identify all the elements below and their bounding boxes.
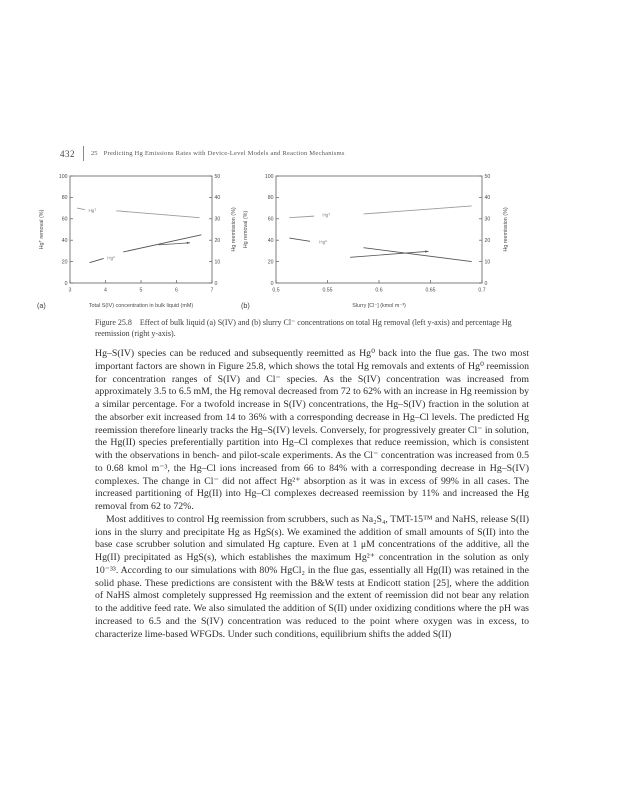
svg-text:80: 80 — [62, 195, 68, 201]
body-paragraph-2: Most additives to control Hg reemission … — [95, 513, 529, 640]
figure-caption-text: Effect of bulk liquid (a) S(IV) and (b) … — [95, 318, 512, 338]
svg-text:20: 20 — [215, 238, 221, 244]
svg-text:10: 10 — [215, 259, 221, 265]
y-axis-left-title: Hgᵀ removal (%) — [39, 209, 45, 249]
panel-label: (a) — [37, 301, 46, 310]
svg-text:10: 10 — [485, 259, 491, 265]
svg-text:7: 7 — [211, 288, 214, 294]
plot-frame — [69, 175, 213, 284]
page-number: 432 — [60, 148, 75, 159]
svg-text:20: 20 — [62, 259, 68, 265]
chart-panel-b: 0.5 0.55 0.6 0.65 0.7 0 20 40 60 80 100 0 10 20 30 40 50… — [240, 168, 512, 323]
y-axis-right-title: Hg reemission (%) — [231, 207, 237, 252]
y-axis-left-title: Hg removal (%) — [243, 211, 249, 249]
svg-text:100: 100 — [59, 174, 68, 180]
svg-text:60: 60 — [268, 217, 274, 223]
y-axis-left: 0 20 40 60 80 100 — [59, 174, 73, 287]
svg-text:100: 100 — [265, 174, 274, 180]
annotation-arrow — [158, 241, 191, 246]
figure-caption: Figure 25.8 Effect of bulk liquid (a) S(I… — [95, 318, 529, 339]
x-axis-title: Slurry [Cl⁻] (kmol m⁻³) — [352, 303, 406, 309]
chapter-title: Predicting Hg Emissions Rates with Devic… — [103, 150, 345, 157]
svg-text:0: 0 — [215, 281, 218, 287]
x-axis-title: Total S(IV) concentration in bulk liquid… — [89, 303, 193, 309]
series-label: Hgᵀ — [322, 213, 330, 218]
series-label: Hgᵀ — [88, 208, 96, 213]
svg-text:20: 20 — [485, 238, 491, 244]
svg-text:40: 40 — [62, 238, 68, 244]
svg-text:40: 40 — [268, 238, 274, 244]
svg-text:60: 60 — [62, 217, 68, 223]
svg-text:30: 30 — [215, 217, 221, 223]
svg-text:0: 0 — [65, 281, 68, 287]
header-divider — [83, 146, 84, 161]
x-axis: 3 4 5 6 7 — [69, 280, 214, 294]
svg-text:80: 80 — [268, 195, 274, 201]
body-paragraph-1: Hg–S(IV) species can be reduced and subs… — [95, 348, 529, 512]
svg-text:50: 50 — [215, 174, 221, 180]
svg-text:6: 6 — [175, 288, 178, 294]
chart-svg: 0.5 0.55 0.6 0.65 0.702040608010001020304050… — [241, 174, 509, 310]
svg-text:40: 40 — [215, 195, 221, 201]
series-total-Hg-removal: Hgᵀ — [289, 205, 472, 219]
svg-text:0.5: 0.5 — [272, 288, 279, 294]
y-axis-right: 0 10 20 30 40 50 — [209, 174, 220, 287]
svg-text:0.55: 0.55 — [322, 288, 332, 294]
svg-text:0: 0 — [485, 281, 488, 287]
series-label: Hg⁰ — [319, 239, 327, 244]
svg-text:30: 30 — [485, 217, 491, 223]
chapter-number: 25 — [91, 150, 98, 157]
figure-caption-label: Figure 25.8 — [95, 318, 132, 327]
svg-text:0: 0 — [271, 281, 274, 287]
svg-text:0.6: 0.6 — [375, 288, 382, 294]
body-text: Hg–S(IV) species can be reduced and subs… — [95, 348, 529, 641]
svg-text:40: 40 — [485, 195, 491, 201]
y-axis-left: 0 20 40 60 80 100 — [265, 174, 279, 287]
running-header: 432 25 Predicting Hg Emissions Rates wit… — [60, 146, 530, 161]
y-axis-right: 0 10 20 30 40 50 — [479, 174, 490, 287]
series-total-Hg-removal: Hgᵀ — [77, 207, 200, 219]
svg-text:50: 50 — [485, 174, 491, 180]
plot-frame — [275, 175, 483, 284]
y-axis-right-title: Hg reemission (%) — [503, 207, 509, 252]
annotation-arrow — [350, 250, 429, 258]
chart-panel-a: 3 4 5 6 7 0 20 40 60 80 100 0 10 20 30 40 50 Hgᵀ removal … — [36, 168, 240, 323]
series-Hg-reemission: Hg⁰ — [289, 237, 472, 263]
svg-text:0.65: 0.65 — [425, 288, 435, 294]
series-label: Hg⁰ — [107, 255, 115, 260]
charts-row: 3 4 5 6 7 0 20 40 60 80 100 0 10 20 30 40 50 Hgᵀ removal … — [36, 168, 512, 323]
x-axis: 0.5 0.55 0.6 0.65 0.7 — [272, 280, 486, 294]
panel-label: (b) — [241, 301, 250, 310]
figure-25-8: 3 4 5 6 7 0 20 40 60 80 100 0 10 20 30 40 50 Hgᵀ removal … — [36, 168, 512, 323]
svg-text:20: 20 — [268, 259, 274, 265]
svg-text:4: 4 — [104, 288, 107, 294]
svg-text:3: 3 — [69, 288, 72, 294]
series-Hg-reemission: Hg⁰ — [89, 234, 202, 264]
svg-text:0.7: 0.7 — [478, 288, 485, 294]
svg-text:5: 5 — [140, 288, 143, 294]
